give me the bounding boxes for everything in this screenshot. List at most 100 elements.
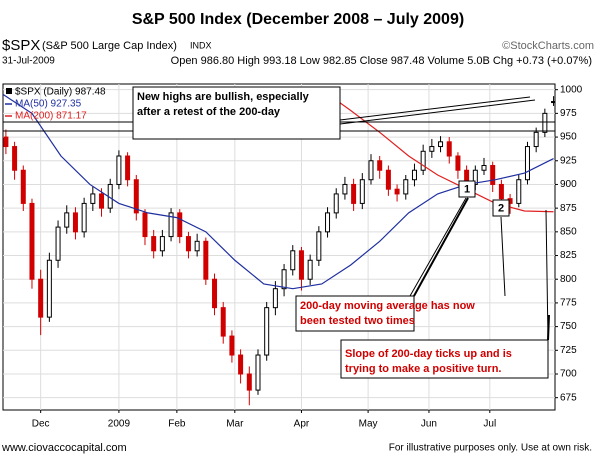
- x-tick-label: Feb: [168, 419, 186, 430]
- candle-body: [125, 155, 131, 181]
- x-tick-label: Jun: [421, 419, 437, 430]
- legend-label: MA(50) 927.35: [15, 99, 82, 110]
- candle-body: [342, 183, 348, 195]
- candle-body: [185, 236, 191, 252]
- y-tick-label: 675: [560, 392, 577, 403]
- annotation: trying to make a positive turn.: [345, 363, 501, 375]
- candle-body: [420, 150, 426, 171]
- candle-body: [325, 212, 331, 233]
- candle-body: [290, 250, 296, 271]
- candle-body: [351, 183, 357, 204]
- marks: [3, 89, 555, 406]
- marker: 1: [464, 183, 470, 195]
- y-tick-label: 850: [560, 226, 577, 237]
- candle-body: [168, 212, 174, 238]
- legend-swatch: [6, 88, 12, 94]
- annotation-box: [295, 295, 415, 332]
- footer-right: For illustrative purposes only. Use at o…: [389, 443, 592, 454]
- candle-body: [246, 373, 252, 391]
- source: ©StockCharts.com: [502, 40, 594, 52]
- marker: 2: [498, 202, 504, 214]
- candle-body: [446, 141, 452, 157]
- candle-body: [64, 212, 70, 228]
- candle-body: [438, 141, 444, 148]
- candle-body: [394, 188, 400, 195]
- candle-body: [264, 307, 270, 356]
- annotation: 200-day moving average has now: [300, 300, 475, 312]
- annotation: New highs are bullish, especially: [137, 91, 310, 103]
- symbol: $SPX: [2, 37, 40, 54]
- candle-body: [385, 169, 391, 190]
- candle-body: [377, 160, 383, 171]
- candle-body: [177, 212, 183, 238]
- y-tick-label: 875: [560, 203, 577, 214]
- candle-body: [229, 335, 235, 356]
- x-tick-label: Mar: [226, 419, 244, 430]
- y-tick-label: 975: [560, 108, 577, 119]
- candle-body: [159, 236, 165, 252]
- candle-body: [281, 269, 287, 290]
- candle-body: [203, 240, 209, 280]
- candle-body: [212, 278, 218, 309]
- candle-body: [333, 193, 339, 214]
- candle-body: [55, 226, 61, 261]
- y-tick-label: 700: [560, 369, 577, 380]
- candle-body: [38, 278, 44, 318]
- annotation: after a retest of the 200-day: [137, 106, 281, 118]
- marker-box: [492, 199, 510, 217]
- candle-body: [20, 169, 26, 204]
- x-tick-label: Jul: [483, 419, 496, 430]
- candle-body: [429, 146, 435, 152]
- y-tick-label: 825: [560, 250, 577, 261]
- candle-body: [298, 250, 304, 280]
- candle-body: [403, 179, 409, 195]
- candle-body: [316, 231, 322, 261]
- candle-body: [359, 179, 365, 204]
- x-tick-label: May: [359, 419, 378, 430]
- exchange: INDX: [190, 40, 212, 50]
- candle-body: [307, 259, 313, 280]
- x-tick-label: 2009: [108, 419, 131, 430]
- candle-body: [142, 212, 148, 238]
- candle-body: [116, 155, 122, 185]
- marker-box: [458, 180, 476, 198]
- candle-body: [524, 146, 530, 181]
- candle-body: [455, 155, 461, 171]
- candle-body: [72, 212, 78, 233]
- candle-body: [99, 193, 105, 209]
- annotation: been tested two times: [300, 315, 415, 327]
- x-tick-label: Apr: [294, 419, 310, 430]
- y-tick-label: 800: [560, 274, 577, 285]
- candle-body: [81, 202, 87, 233]
- candle-body: [194, 240, 200, 252]
- symbol-desc: (S&P 500 Large Cap Index): [42, 40, 177, 52]
- candle-body: [272, 288, 278, 309]
- annotation-box: [340, 339, 549, 379]
- date: 31-Jul-2009: [2, 56, 55, 67]
- candle-body: [220, 307, 226, 337]
- y-tick-label: 925: [560, 155, 577, 166]
- legend-label: MA(200) 871.17: [15, 111, 87, 122]
- candle-body: [46, 259, 52, 318]
- x-tick-label: Dec: [32, 419, 50, 430]
- candle-body: [368, 160, 374, 181]
- y-tick-label: 750: [560, 321, 577, 332]
- candle-body: [411, 169, 417, 181]
- candle-body: [90, 193, 96, 204]
- y-tick-label: 725: [560, 345, 577, 356]
- candle-body: [498, 183, 504, 200]
- y-tick-label: 900: [560, 179, 577, 190]
- y-tick-label: 1000: [560, 84, 583, 95]
- candle-body: [551, 101, 555, 104]
- candle-body: [490, 165, 496, 185]
- candle-body: [516, 179, 522, 204]
- candle-body: [255, 354, 261, 391]
- chart-title: S&P 500 Index (December 2008 – July 2009…: [132, 11, 464, 28]
- candle-body: [133, 179, 139, 214]
- candle-body: [481, 165, 487, 171]
- candle-body: [542, 112, 548, 133]
- candle-body: [29, 202, 35, 280]
- annotation-box: [132, 86, 341, 140]
